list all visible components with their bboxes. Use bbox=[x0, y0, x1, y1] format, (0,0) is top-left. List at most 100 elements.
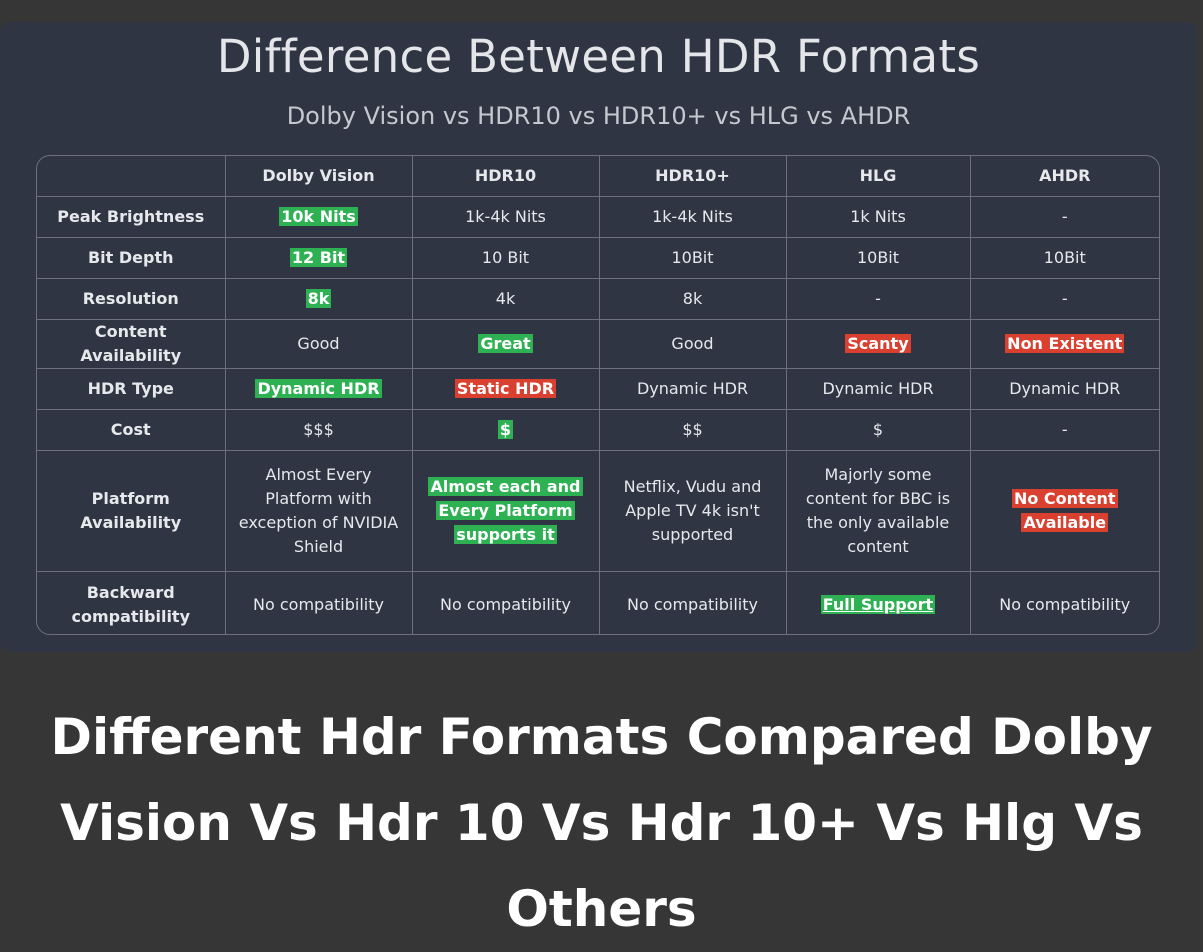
column-header: Dolby Vision bbox=[224, 156, 413, 197]
table-cell: 8k bbox=[598, 277, 787, 320]
infographic-title: Difference Between HDR Formats bbox=[216, 30, 981, 83]
table-cell: 10Bit bbox=[785, 236, 971, 279]
table-row: HDR Type Dynamic HDR Static HDR Dynamic HDR… bbox=[37, 367, 1159, 410]
cell-value: No compatibility bbox=[440, 595, 571, 615]
column-header: HDR10 bbox=[411, 156, 600, 197]
table-row: Resolution 8k 4k 8k - - bbox=[37, 277, 1159, 320]
table-cell: No compatibility bbox=[598, 570, 787, 634]
table-cell: $$ bbox=[598, 408, 787, 451]
table-header-row: Dolby Vision HDR10 HDR10+ HLG AHDR bbox=[37, 156, 1159, 197]
table-cell: No compatibility bbox=[969, 570, 1159, 634]
cell-value: $ bbox=[872, 419, 884, 439]
table-cell: Non Existent bbox=[969, 318, 1159, 369]
highlighted-value: Non Existent bbox=[1005, 333, 1125, 353]
header-corner-cell bbox=[37, 156, 226, 197]
table-row: Platform Availability Almost Every Platfo… bbox=[37, 449, 1159, 572]
highlighted-value: Static HDR bbox=[454, 378, 557, 398]
row-header: HDR Type bbox=[37, 367, 226, 410]
cell-value: 10 Bit bbox=[481, 247, 530, 267]
table-cell: $ bbox=[785, 408, 971, 451]
cell-value: No compatibility bbox=[627, 595, 758, 615]
highlighted-value: Great bbox=[478, 333, 533, 353]
highlighted-value: 8k bbox=[305, 288, 332, 308]
row-header: Cost bbox=[37, 408, 226, 451]
highlighted-value: 10k Nits bbox=[279, 206, 358, 226]
table-cell: Dynamic HDR bbox=[598, 367, 787, 410]
table-cell: $$$ bbox=[224, 408, 413, 451]
table-cell: 1k Nits bbox=[785, 196, 971, 238]
cell-value: 4k bbox=[495, 288, 516, 308]
cell-value: 10Bit bbox=[1043, 247, 1086, 267]
cell-value: 1k-4k Nits bbox=[652, 206, 733, 226]
table-cell: 1k-4k Nits bbox=[411, 196, 600, 238]
cell-value: Dynamic HDR bbox=[636, 378, 749, 398]
table-cell: 10Bit bbox=[598, 236, 787, 279]
table-cell: 10Bit bbox=[969, 236, 1159, 279]
cell-value: Good bbox=[297, 333, 340, 353]
table-cell: Good bbox=[598, 318, 787, 369]
table-cell: Good bbox=[224, 318, 413, 369]
cell-value: 1k-4k Nits bbox=[465, 206, 546, 226]
infographic-subtitle: Dolby Vision vs HDR10 vs HDR10+ vs HLG v… bbox=[286, 102, 911, 130]
highlighted-value: 12 Bit bbox=[289, 247, 348, 267]
cell-value: 10Bit bbox=[671, 247, 714, 267]
cell-value: No compatibility bbox=[999, 595, 1131, 615]
highlighted-value: Dynamic HDR bbox=[255, 378, 382, 398]
table-cell: Dynamic HDR bbox=[224, 367, 413, 410]
table-row: Cost $$$ $ $$ $ - bbox=[37, 408, 1159, 451]
cell-value: No compatibility bbox=[253, 595, 384, 615]
table-cell: Majorly some content for BBC is the only… bbox=[785, 449, 971, 572]
highlighted-value: Full Support bbox=[820, 595, 936, 615]
highlighted-value: Scanty bbox=[845, 333, 911, 353]
table-cell: - bbox=[969, 277, 1159, 320]
table-cell: 12 Bit bbox=[224, 236, 413, 279]
page-caption: Different Hdr Formats Compared Dolby Vis… bbox=[50, 708, 1153, 938]
row-header: Bit Depth bbox=[37, 236, 226, 279]
highlighted-value: No Content Available bbox=[1011, 488, 1118, 532]
cell-value: 8k bbox=[682, 288, 703, 308]
table-cell: 10 Bit bbox=[411, 236, 600, 279]
table-cell: No compatibility bbox=[224, 570, 413, 634]
cell-value: Majorly some content for BBC is the only… bbox=[805, 464, 951, 556]
column-header: AHDR bbox=[969, 156, 1159, 197]
table-row: Backward compatibility No compatibility No… bbox=[37, 570, 1159, 634]
cell-value: Netflix, Vudu and Apple TV 4k isn't supp… bbox=[623, 476, 762, 544]
cell-value: - bbox=[1061, 419, 1068, 439]
table-cell: Netflix, Vudu and Apple TV 4k isn't supp… bbox=[598, 449, 787, 572]
table-row: Peak Brightness 10k Nits 1k-4k Nits 1k-4k N… bbox=[37, 196, 1159, 238]
table-cell: $ bbox=[411, 408, 600, 451]
table-cell: 10k Nits bbox=[224, 196, 413, 238]
table-cell: Scanty bbox=[785, 318, 971, 369]
cell-value: Dynamic HDR bbox=[822, 378, 934, 398]
row-header: Peak Brightness bbox=[37, 196, 226, 238]
table-cell: 1k-4k Nits bbox=[598, 196, 787, 238]
cell-value: Dynamic HDR bbox=[1009, 378, 1121, 398]
highlighted-value: Almost each and Every Platform supports … bbox=[428, 476, 583, 544]
table-cell: Full Support bbox=[785, 570, 971, 634]
table-cell: No Content Available bbox=[969, 449, 1159, 572]
row-header: Platform Availability bbox=[37, 449, 226, 572]
table-cell: Static HDR bbox=[411, 367, 600, 410]
table-cell: - bbox=[785, 277, 971, 320]
cell-value: $$$ bbox=[303, 419, 334, 439]
table-row: Content Availability Good Great Good Scanty N… bbox=[37, 318, 1159, 369]
cell-value: $$ bbox=[682, 419, 703, 439]
cell-value: Good bbox=[671, 333, 714, 353]
row-header: Resolution bbox=[37, 277, 226, 320]
cell-value: - bbox=[1061, 206, 1068, 226]
table-cell: - bbox=[969, 196, 1159, 238]
cell-value: 1k Nits bbox=[850, 206, 906, 226]
table-row: Bit Depth 12 Bit 10 Bit 10Bit 10Bit 10Bit bbox=[37, 236, 1159, 279]
column-header: HLG bbox=[785, 156, 971, 197]
row-header: Backward compatibility bbox=[37, 570, 226, 634]
table-cell: Dynamic HDR bbox=[785, 367, 971, 410]
table-cell: - bbox=[969, 408, 1159, 451]
comparison-table: Dolby Vision HDR10 HDR10+ HLG AHDR Peak Brig… bbox=[37, 156, 1159, 634]
table-cell: 4k bbox=[411, 277, 600, 320]
table-cell: Almost each and Every Platform supports … bbox=[411, 449, 600, 572]
cell-value: - bbox=[875, 288, 881, 308]
table-cell: 8k bbox=[224, 277, 413, 320]
table-cell: Almost Every Platform with exception of … bbox=[224, 449, 413, 572]
table-cell: No compatibility bbox=[411, 570, 600, 634]
table-cell: Great bbox=[411, 318, 600, 369]
